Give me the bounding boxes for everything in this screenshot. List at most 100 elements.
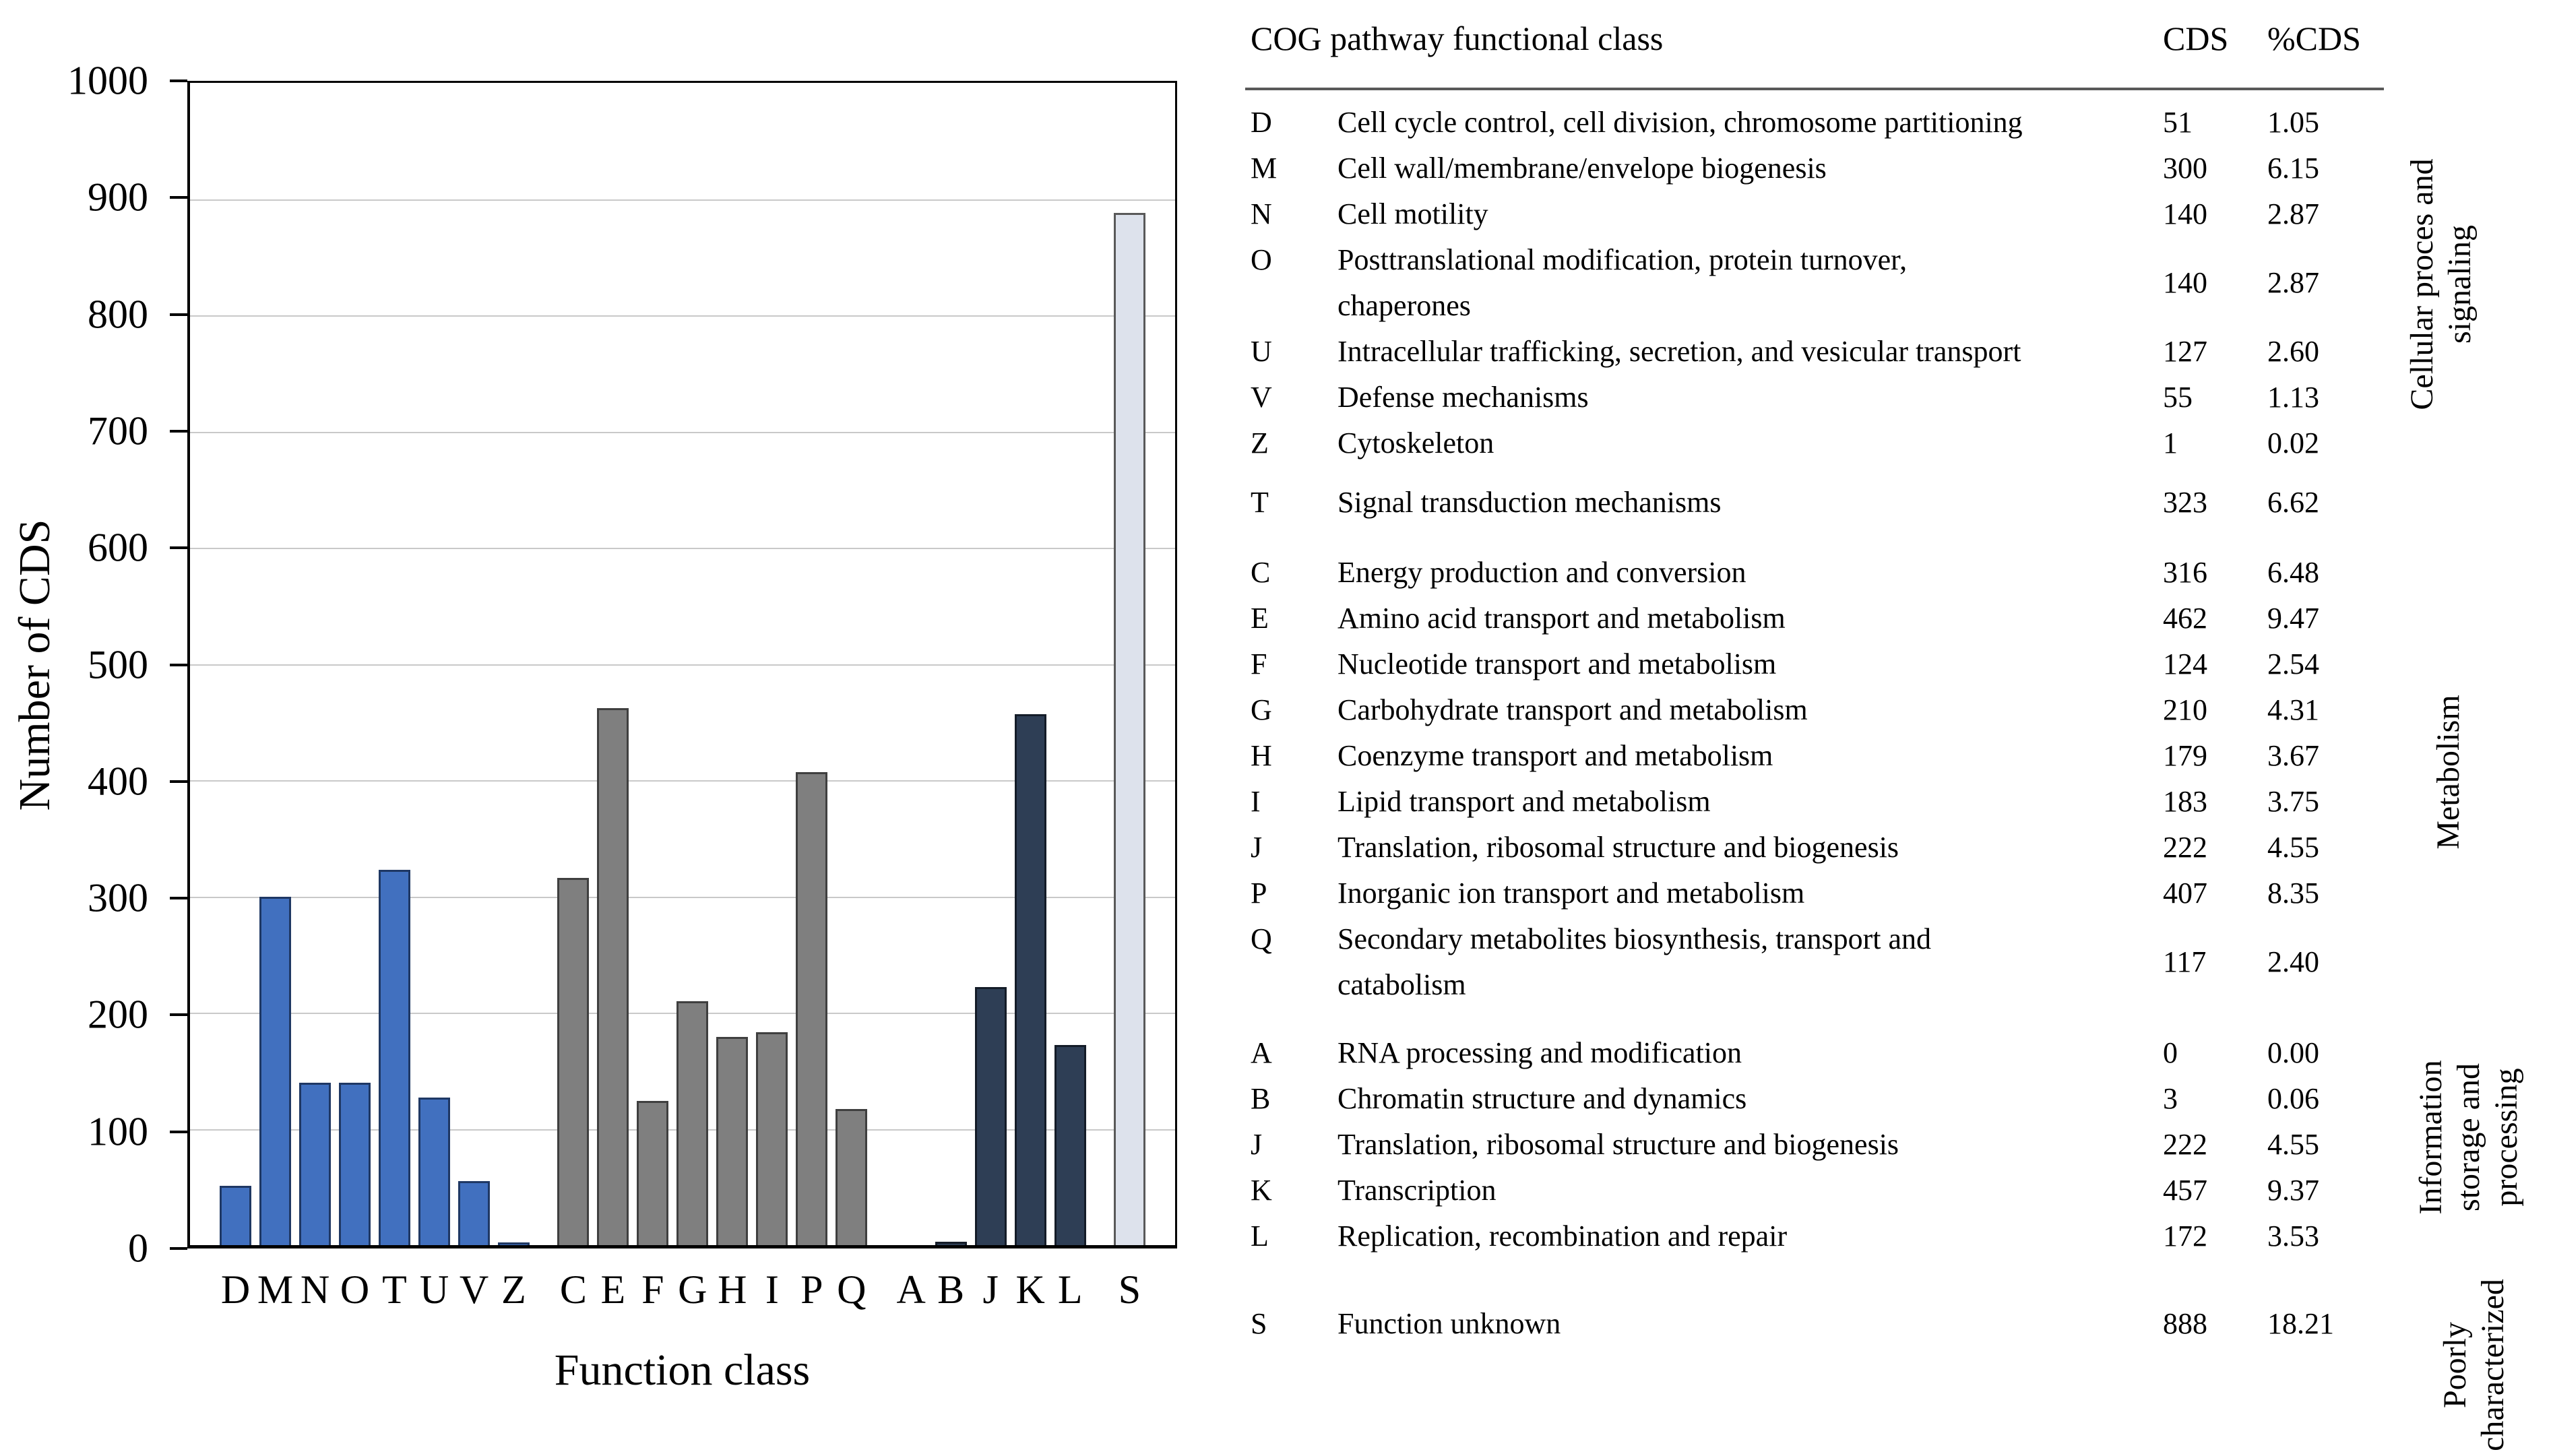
- table-row-J: J Translation, ribosomal structure and bi…: [1245, 825, 2431, 871]
- cog-description: Function unknown: [1337, 1307, 1561, 1340]
- pct-cds-value: 1.13: [2267, 381, 2319, 414]
- table-row-I: I Lipid transport and metabolism 183 3.75: [1245, 779, 2431, 825]
- bar-slot-N: N: [299, 83, 331, 1312]
- cds-value: 183: [2163, 785, 2207, 818]
- pct-cds-value: 9.37: [2267, 1174, 2319, 1207]
- pct-cds-value: 4.55: [2267, 831, 2319, 864]
- bar-U: [418, 1097, 450, 1245]
- x-tick-label-K: K: [1015, 1267, 1045, 1312]
- table-row-J: J Translation, ribosomal structure and bi…: [1245, 1122, 2431, 1168]
- pct-cds-value: 2.87: [2267, 266, 2319, 299]
- bar-slot-S: S: [1113, 83, 1145, 1312]
- x-tick-label-C: C: [559, 1267, 587, 1312]
- table-row-G: G Carbohydrate transport and metabolism 21…: [1245, 687, 2431, 733]
- bar-L: [1054, 1045, 1086, 1245]
- x-tick-label-H: H: [718, 1267, 747, 1312]
- table-row-A: A RNA processing and modification 0 0.00: [1245, 1030, 2431, 1076]
- cog-description: Cell motility: [1337, 197, 1488, 230]
- table-row-B: B Chromatin structure and dynamics 3 0.06: [1245, 1076, 2431, 1122]
- cog-code: F: [1251, 647, 1267, 680]
- bar-slot-L: L: [1054, 83, 1086, 1312]
- gridline: [190, 780, 1175, 782]
- cog-code: P: [1251, 877, 1267, 910]
- pct-cds-value: 2.60: [2267, 335, 2319, 368]
- bar-slot-Z: Z: [498, 83, 530, 1312]
- bar-slot-F: F: [637, 83, 669, 1312]
- x-tick-label-Q: Q: [837, 1267, 867, 1312]
- cog-description: Lipid transport and metabolism: [1337, 785, 1711, 818]
- table-row-L: L Replication, recombination and repair 17…: [1245, 1213, 2431, 1259]
- pct-cds-value: 6.62: [2267, 486, 2319, 519]
- side-label-line: characterized: [2475, 1279, 2511, 1451]
- y-tick-label: 500: [88, 642, 148, 687]
- x-tick-label-U: U: [419, 1267, 449, 1312]
- cog-description: Defense mechanisms: [1337, 381, 1589, 414]
- cds-value: 222: [2163, 1128, 2207, 1161]
- bar-slot-U: U: [418, 83, 450, 1312]
- pct-cds-value: 3.67: [2267, 739, 2319, 772]
- bar-I: [756, 1032, 788, 1245]
- pct-cds-value: 4.55: [2267, 1128, 2319, 1161]
- table-row-M: M Cell wall/membrane/envelope biogenesis 3…: [1245, 146, 2431, 191]
- side-label-line: Metabolism: [2430, 695, 2466, 850]
- table-header-row: COG pathway functional class CDS %CDS: [1245, 12, 2431, 58]
- cog-code: H: [1251, 739, 1272, 772]
- table-row-F: F Nucleotide transport and metabolism 124 2…: [1245, 641, 2431, 687]
- cog-code: G: [1251, 693, 1272, 726]
- table-row-P: P Inorganic ion transport and metabolism 4…: [1245, 871, 2431, 916]
- header-pct-cds: %CDS: [2267, 20, 2361, 57]
- bar-slot-E: E: [597, 83, 629, 1312]
- gridline: [190, 315, 1175, 317]
- table-row-T: T Signal transduction mechanisms 323 6.62: [1245, 480, 2431, 526]
- bar-slot-D: D: [220, 83, 251, 1312]
- y-tick-mark: [170, 1013, 187, 1017]
- cog-code: O: [1251, 243, 1272, 276]
- cog-code: A: [1251, 1036, 1272, 1069]
- gridline: [190, 431, 1175, 433]
- bar-slot-Q: Q: [836, 83, 868, 1312]
- bar-F: [637, 1101, 669, 1245]
- header-rule: [1245, 88, 2384, 90]
- pct-cds-value: 6.48: [2267, 556, 2319, 589]
- cog-code: M: [1251, 152, 1278, 185]
- cog-description: Carbohydrate transport and metabolism: [1337, 693, 1808, 726]
- x-tick-label-G: G: [678, 1267, 707, 1312]
- y-tick-label: 600: [88, 525, 148, 570]
- header-cds: CDS: [2163, 20, 2229, 57]
- cog-description: Intracellular trafficking, secretion, an…: [1337, 335, 2021, 368]
- gridline: [190, 548, 1175, 549]
- cog-description: Cell cycle control, cell division, chrom…: [1337, 106, 2023, 139]
- cog-description: Cytoskeleton: [1337, 426, 1494, 460]
- cds-value: 462: [2163, 602, 2207, 635]
- table-row-O: O Posttranslational modification, protein…: [1245, 237, 2431, 329]
- y-axis-labels: 0 100 200 300 400 500 600 700 800 900 1000: [20, 59, 148, 1271]
- y-tick-mark: [170, 80, 187, 82]
- cog-description: Inorganic ion transport and metabolism: [1337, 877, 1805, 910]
- bar-slot-B: B: [935, 83, 967, 1312]
- x-tick-label-Z: Z: [501, 1267, 526, 1312]
- pct-cds-value: 9.47: [2267, 602, 2319, 635]
- bar-H: [716, 1037, 749, 1245]
- pct-cds-value: 0.00: [2267, 1036, 2319, 1069]
- cds-value: 457: [2163, 1174, 2207, 1207]
- table-row-S: S Function unknown 888 18.21: [1245, 1301, 2431, 1347]
- y-tick-label: 1000: [67, 58, 148, 103]
- x-tick-label-F: F: [641, 1267, 664, 1312]
- bar-slot-H: H: [716, 83, 749, 1312]
- bar-C: [557, 877, 590, 1245]
- bar-M: [259, 896, 291, 1245]
- cds-value: 210: [2163, 693, 2207, 726]
- cog-description: Translation, ribosomal structure and bio…: [1337, 831, 1899, 864]
- bar-O: [339, 1082, 371, 1245]
- table-row-U: U Intracellular trafficking, secretion, a…: [1245, 329, 2431, 375]
- table-row-D: D Cell cycle control, cell division, chro…: [1245, 100, 2431, 146]
- bar-slot-O: O: [339, 83, 371, 1312]
- bar-slot-T: T: [379, 83, 410, 1312]
- cog-code: S: [1251, 1307, 1267, 1340]
- y-tick-mark: [170, 897, 187, 900]
- bar-B: [935, 1241, 967, 1245]
- bar-slot-G: G: [676, 83, 709, 1312]
- cog-description: Chromatin structure and dynamics: [1337, 1082, 1747, 1115]
- bar-slot-J: J: [974, 83, 1007, 1312]
